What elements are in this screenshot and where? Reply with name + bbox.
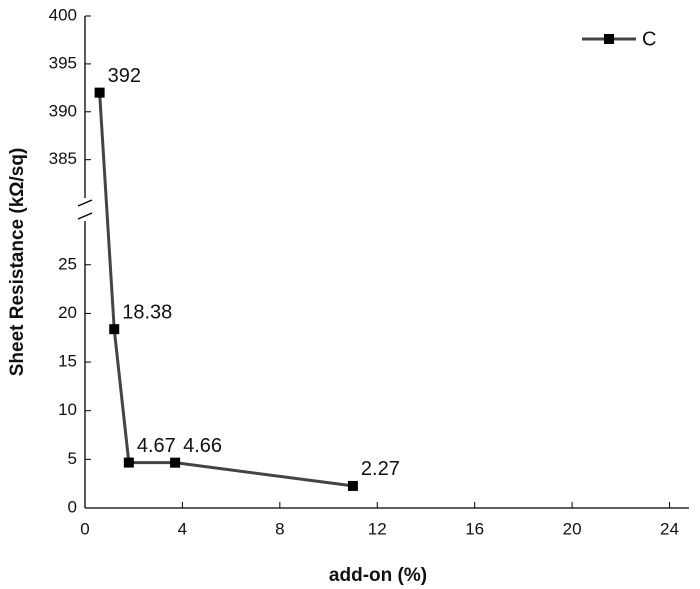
x-tick-label: 0: [80, 519, 89, 538]
y-tick-label: 5: [68, 449, 77, 468]
legend-label: C: [642, 28, 656, 50]
x-tick-label: 20: [563, 519, 582, 538]
y-axis-label: Sheet Resistance (kΩ/sq): [7, 148, 28, 377]
x-tick-label: 4: [178, 519, 187, 538]
marker: [109, 324, 120, 335]
y-tick-label: 20: [58, 303, 77, 322]
data-label: 4.67: [137, 435, 176, 457]
data-label: 4.66: [183, 435, 222, 457]
y-tick-label: 390: [49, 101, 77, 120]
marker: [170, 457, 181, 468]
data-line: [98, 92, 354, 488]
y-tick-label: 385: [49, 149, 77, 168]
marker: [123, 457, 134, 468]
x-tick-label: 24: [660, 519, 679, 538]
y-tick-label: 10: [58, 400, 77, 419]
y-tick-label: 0: [68, 497, 77, 516]
x-axis-label: add-on (%): [329, 565, 427, 586]
marker: [94, 87, 105, 98]
data-label: 18.38: [122, 301, 172, 323]
legend-marker: [604, 34, 614, 44]
y-tick-label: 400: [49, 5, 77, 24]
marker: [347, 480, 358, 491]
y-tick-label: 15: [58, 352, 77, 371]
y-tick-label: 25: [58, 254, 77, 273]
data-label: 2.27: [361, 458, 400, 480]
data-label: 392: [108, 65, 141, 87]
x-tick-label: 12: [368, 519, 387, 538]
axis-break: [77, 199, 93, 220]
x-tick-label: 8: [275, 519, 284, 538]
x-tick-label: 16: [465, 519, 484, 538]
y-tick-label: 395: [49, 53, 77, 72]
